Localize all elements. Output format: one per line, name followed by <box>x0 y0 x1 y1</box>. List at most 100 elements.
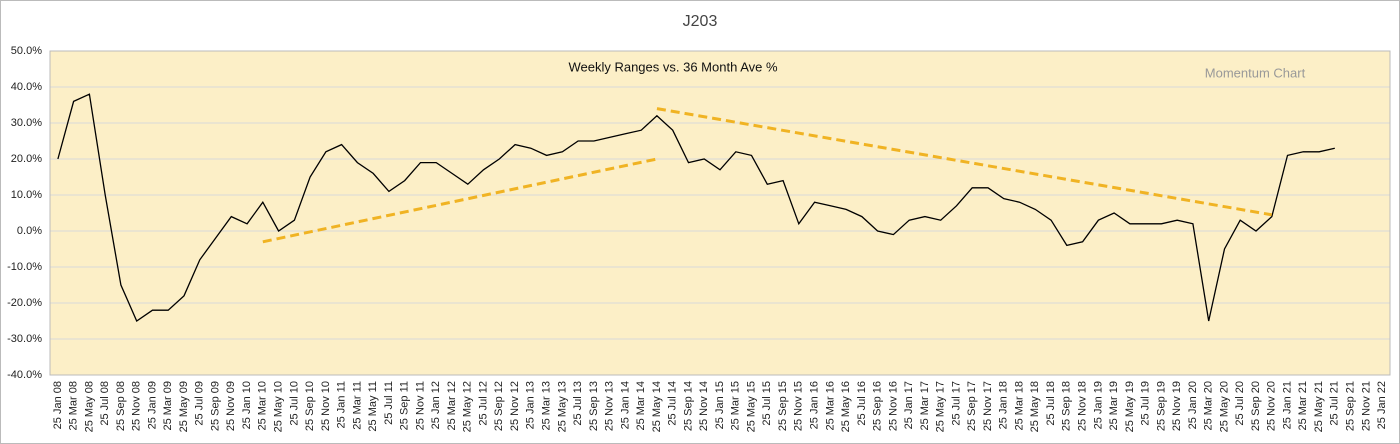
x-tick-label: 25 Sep 20 <box>1250 381 1262 431</box>
y-tick-label: 50.0% <box>11 45 42 57</box>
x-tick-label: 25 Jan 15 <box>714 381 726 429</box>
plot-border <box>49 50 1391 376</box>
x-tick-label: 25 Mar 08 <box>68 381 80 431</box>
x-tick-label: 25 Jan 10 <box>241 381 253 429</box>
x-tick-label: 25 Nov 16 <box>887 381 899 431</box>
x-tick-label: 25 Sep 08 <box>115 381 127 431</box>
x-tick-label: 25 May 12 <box>462 381 474 432</box>
x-tick-label: 25 May 09 <box>178 381 190 432</box>
x-tick-label: 25 Mar 15 <box>730 381 742 431</box>
x-tick-label: 25 Mar 09 <box>162 381 174 431</box>
x-tick-label: 25 May 20 <box>1218 381 1230 432</box>
y-tick-label: 0.0% <box>17 225 42 237</box>
x-tick-label: 25 Mar 11 <box>351 381 363 430</box>
x-tick-label: 25 Jan 21 <box>1281 381 1293 429</box>
y-tick-label: 20.0% <box>11 153 42 165</box>
x-tick-label: 25 Jul 12 <box>477 381 489 426</box>
x-tick-label: 25 Nov 17 <box>982 381 994 431</box>
x-tick-label: 25 Nov 18 <box>1076 381 1088 431</box>
x-tick-label: 25 Jan 16 <box>808 381 820 429</box>
x-tick-label: 25 May 13 <box>556 381 568 432</box>
x-tick-label: 25 Jan 09 <box>146 381 158 429</box>
y-tick-label: 40.0% <box>11 81 42 93</box>
x-tick-label: 25 Mar 21 <box>1297 381 1309 431</box>
chart-title: J203 <box>683 13 718 30</box>
x-tick-label: 25 May 15 <box>745 381 757 432</box>
x-tick-label: 25 Mar 12 <box>446 381 458 431</box>
x-tick-label: 25 Sep 16 <box>872 381 884 431</box>
y-tick-label: 30.0% <box>11 117 42 129</box>
x-tick-label: 25 Jul 10 <box>288 381 300 426</box>
x-tick-label: 25 Sep 13 <box>588 381 600 431</box>
trend-line <box>262 157 658 244</box>
x-tick-label: 25 Nov 09 <box>225 381 237 431</box>
x-tick-label: 25 Jan 14 <box>619 381 631 429</box>
x-tick-label: 25 Jan 12 <box>430 381 442 429</box>
trend-line <box>656 107 1273 217</box>
x-tick-label: 25 Jan 18 <box>998 381 1010 429</box>
x-tick-label: 25 Jul 11 <box>383 381 395 425</box>
x-tick-label: 25 Nov 11 <box>414 381 426 430</box>
x-tick-label: 25 Sep 11 <box>399 381 411 430</box>
x-tick-label: 25 Mar 16 <box>824 381 836 431</box>
annotation: Momentum Chart <box>1205 65 1306 80</box>
x-tick-label: 25 Jan 11 <box>336 381 348 429</box>
x-tick-label: 25 Jan 13 <box>525 381 537 429</box>
x-tick-label: 25 Sep 15 <box>777 381 789 431</box>
x-tick-label: 25 Jul 08 <box>99 381 111 426</box>
x-tick-label: 25 Jul 13 <box>572 381 584 426</box>
y-tick-label: -30.0% <box>7 333 42 345</box>
x-tick-label: 25 May 18 <box>1029 381 1041 432</box>
x-tick-label: 25 Sep 10 <box>304 381 316 431</box>
x-tick-label: 25 Mar 13 <box>540 381 552 431</box>
x-tick-label: 25 Mar 20 <box>1203 381 1215 431</box>
x-tick-label: 25 Mar 17 <box>919 381 931 431</box>
x-tick-label: 25 Nov 21 <box>1360 381 1372 431</box>
data-line <box>57 93 1335 322</box>
x-tick-label: 25 Sep 21 <box>1344 381 1356 431</box>
x-tick-label: 25 Jan 22 <box>1376 381 1388 429</box>
x-tick-label: 25 Sep 17 <box>966 381 978 431</box>
x-tick-label: 25 Jan 19 <box>1092 381 1104 429</box>
x-tick-label: 25 Jul 21 <box>1329 381 1341 426</box>
plot-background <box>50 51 1390 375</box>
x-tick-label: 25 May 11 <box>367 381 379 432</box>
x-tick-label: 25 Mar 10 <box>257 381 269 431</box>
x-tick-label: 25 Nov 19 <box>1171 381 1183 431</box>
x-tick-label: 25 Nov 08 <box>131 381 143 431</box>
x-tick-label: 25 Nov 12 <box>509 381 521 431</box>
x-tick-label: 25 Jan 08 <box>52 381 64 429</box>
x-tick-label: 25 May 21 <box>1313 381 1325 432</box>
x-tick-label: 25 Sep 09 <box>209 381 221 431</box>
x-tick-label: 25 Jul 18 <box>1045 381 1057 426</box>
y-tick-label: -10.0% <box>7 261 42 273</box>
x-tick-label: 25 May 14 <box>651 381 663 432</box>
x-tick-label: 25 Jul 20 <box>1234 381 1246 426</box>
x-tick-label: 25 Mar 14 <box>635 381 647 431</box>
x-tick-label: 25 Sep 12 <box>493 381 505 431</box>
x-tick-label: 25 Nov 14 <box>698 381 710 431</box>
x-tick-label: 25 May 17 <box>935 381 947 432</box>
x-tick-label: 25 May 10 <box>272 381 284 432</box>
x-tick-label: 25 Jan 20 <box>1187 381 1199 429</box>
x-tick-label: 25 Jul 14 <box>667 381 679 426</box>
x-tick-label: 25 Jan 17 <box>903 381 915 429</box>
x-tick-label: 25 Jul 15 <box>761 381 773 426</box>
x-tick-label: 25 Jul 19 <box>1140 381 1152 426</box>
x-tick-label: 25 May 16 <box>840 381 852 432</box>
x-tick-label: 25 Nov 20 <box>1266 381 1278 431</box>
x-tick-label: 25 Sep 14 <box>682 381 694 431</box>
x-tick-label: 25 Mar 19 <box>1108 381 1120 431</box>
x-tick-label: 25 Sep 18 <box>1061 381 1073 431</box>
x-tick-label: 25 Nov 13 <box>604 381 616 431</box>
plot-area <box>49 50 1391 376</box>
y-tick-label: -20.0% <box>7 297 42 309</box>
x-tick-label: 25 Nov 15 <box>793 381 805 431</box>
chart-subtitle: Weekly Ranges vs. 36 Month Ave % <box>568 59 778 74</box>
x-tick-label: 25 May 08 <box>83 381 95 432</box>
x-tick-label: 25 May 19 <box>1124 381 1136 432</box>
x-tick-label: 25 Mar 18 <box>1013 381 1025 431</box>
x-tick-label: 25 Nov 10 <box>320 381 332 431</box>
x-tick-label: 25 Jul 09 <box>194 381 206 426</box>
